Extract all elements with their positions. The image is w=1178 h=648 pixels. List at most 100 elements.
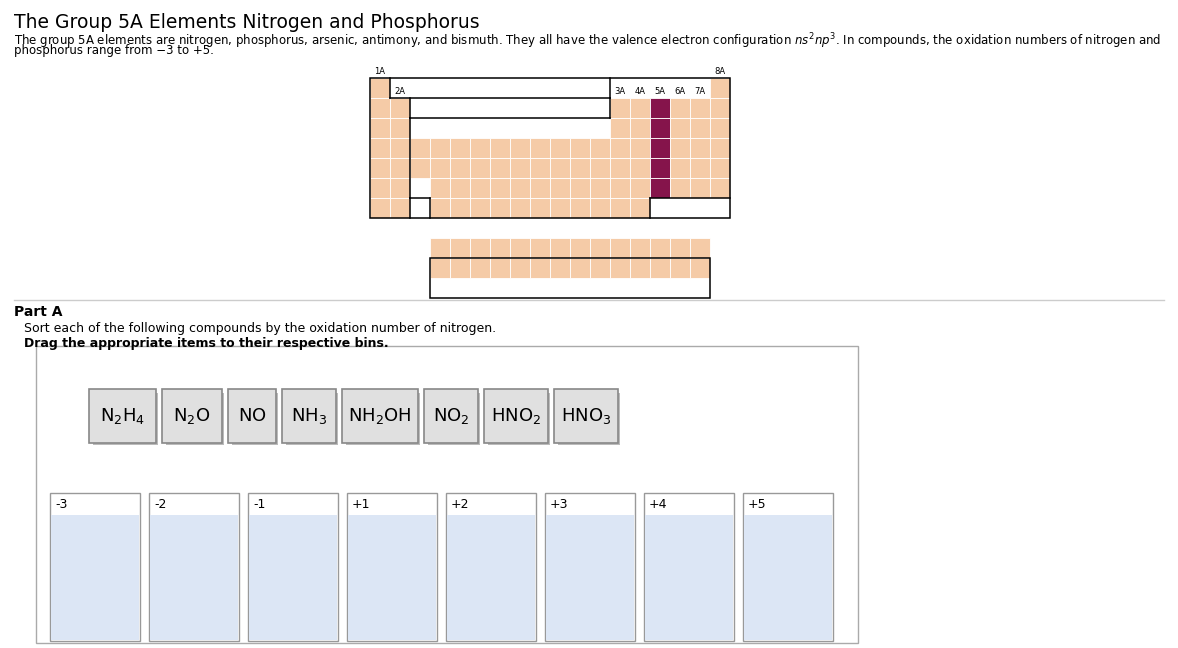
Bar xyxy=(450,198,470,218)
Bar xyxy=(610,198,630,218)
Bar xyxy=(450,258,470,278)
Bar xyxy=(370,198,390,218)
Bar xyxy=(470,158,490,178)
Bar xyxy=(743,493,833,641)
Bar xyxy=(710,158,730,178)
Bar xyxy=(93,393,158,445)
Bar xyxy=(710,138,730,158)
Bar xyxy=(630,118,650,138)
Bar xyxy=(488,393,550,445)
Bar xyxy=(530,238,550,258)
Bar xyxy=(545,493,635,641)
Text: $\mathregular{N_2H_4}$: $\mathregular{N_2H_4}$ xyxy=(100,406,145,426)
Bar xyxy=(630,158,650,178)
Bar xyxy=(148,493,239,641)
Bar xyxy=(470,258,490,278)
Text: 4A: 4A xyxy=(635,87,646,96)
Text: -1: -1 xyxy=(253,498,265,511)
Bar xyxy=(390,178,410,198)
Bar xyxy=(390,138,410,158)
Bar xyxy=(490,238,510,258)
FancyBboxPatch shape xyxy=(554,389,618,443)
FancyBboxPatch shape xyxy=(424,389,478,443)
FancyBboxPatch shape xyxy=(90,389,155,443)
Bar xyxy=(590,198,610,218)
Bar xyxy=(650,98,670,118)
Text: +2: +2 xyxy=(451,498,470,511)
Bar xyxy=(49,493,140,641)
Bar xyxy=(430,238,450,258)
Bar xyxy=(610,138,630,158)
Bar xyxy=(570,238,590,258)
Bar xyxy=(670,138,690,158)
Bar xyxy=(646,515,733,640)
Bar xyxy=(670,98,690,118)
Bar xyxy=(450,158,470,178)
FancyBboxPatch shape xyxy=(484,389,548,443)
Bar xyxy=(710,178,730,198)
Bar xyxy=(570,178,590,198)
Bar xyxy=(490,258,510,278)
Bar xyxy=(590,158,610,178)
Bar xyxy=(650,178,670,198)
Bar xyxy=(232,393,278,445)
Bar xyxy=(510,198,530,218)
Bar xyxy=(470,138,490,158)
Bar xyxy=(450,138,470,158)
Bar xyxy=(430,198,450,218)
Text: 8A: 8A xyxy=(714,67,726,76)
Bar xyxy=(286,393,338,445)
Bar xyxy=(610,118,630,138)
Text: +1: +1 xyxy=(352,498,371,511)
Bar xyxy=(510,238,530,258)
Bar xyxy=(370,98,390,118)
Bar xyxy=(558,393,620,445)
Bar xyxy=(630,138,650,158)
Bar xyxy=(550,258,570,278)
FancyBboxPatch shape xyxy=(229,389,276,443)
Bar xyxy=(550,238,570,258)
Text: -3: -3 xyxy=(55,498,67,511)
Bar xyxy=(249,515,337,640)
Bar xyxy=(670,158,690,178)
Bar xyxy=(51,515,139,640)
Bar xyxy=(370,138,390,158)
Bar xyxy=(630,198,650,218)
Bar xyxy=(390,158,410,178)
Bar xyxy=(470,198,490,218)
Bar xyxy=(166,393,224,445)
Bar xyxy=(644,493,734,641)
Bar xyxy=(670,178,690,198)
Bar xyxy=(430,258,450,278)
Bar xyxy=(550,158,570,178)
Bar xyxy=(348,493,437,641)
Bar xyxy=(150,515,238,640)
Bar xyxy=(710,78,730,98)
Bar xyxy=(510,258,530,278)
Bar xyxy=(570,198,590,218)
Bar xyxy=(570,158,590,178)
Bar xyxy=(630,238,650,258)
Bar xyxy=(590,258,610,278)
Bar xyxy=(490,178,510,198)
Bar xyxy=(610,158,630,178)
FancyBboxPatch shape xyxy=(282,389,336,443)
Bar xyxy=(490,158,510,178)
Bar xyxy=(690,258,710,278)
Bar xyxy=(249,493,338,641)
Bar xyxy=(610,258,630,278)
Text: Drag the appropriate items to their respective bins.: Drag the appropriate items to their resp… xyxy=(24,337,389,350)
Bar xyxy=(690,158,710,178)
Bar xyxy=(530,158,550,178)
Text: phosphorus range from −3 to +5.: phosphorus range from −3 to +5. xyxy=(14,44,214,57)
Bar xyxy=(550,198,570,218)
Text: +4: +4 xyxy=(649,498,668,511)
Text: Sort each of the following compounds by the oxidation number of nitrogen.: Sort each of the following compounds by … xyxy=(24,322,496,335)
Bar xyxy=(650,118,670,138)
Text: +5: +5 xyxy=(748,498,767,511)
Text: The Group 5A Elements Nitrogen and Phosphorus: The Group 5A Elements Nitrogen and Phosp… xyxy=(14,13,479,32)
Bar xyxy=(670,238,690,258)
Bar xyxy=(530,138,550,158)
Text: Part A: Part A xyxy=(14,305,62,319)
Bar xyxy=(610,238,630,258)
